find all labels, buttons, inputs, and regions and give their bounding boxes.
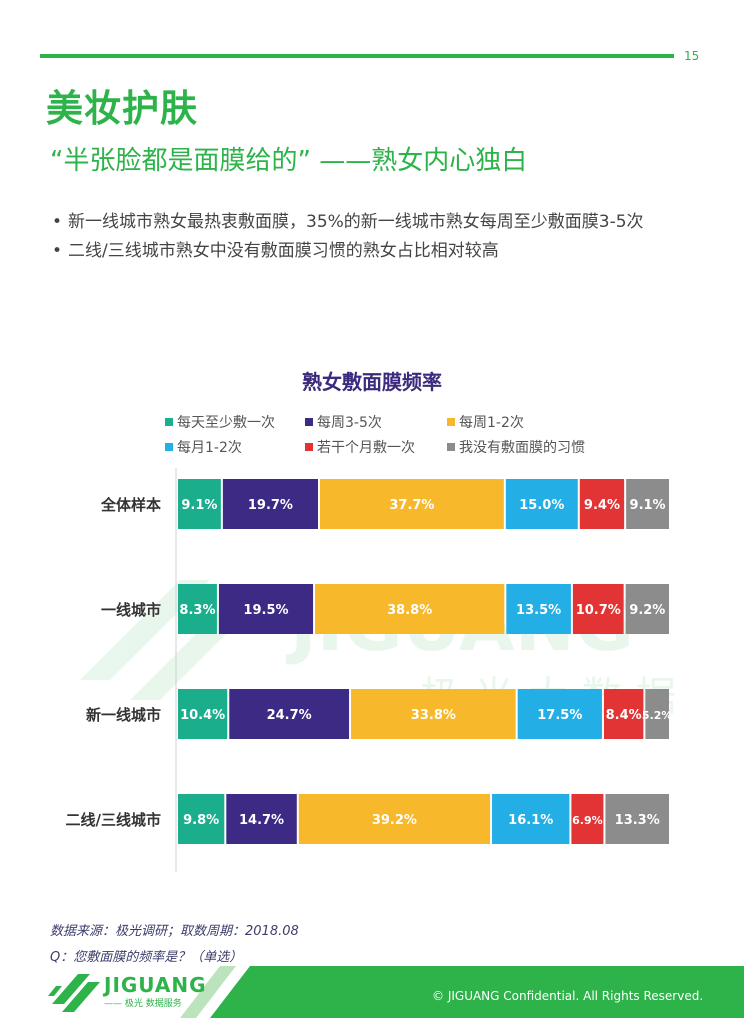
legend-label: 每天至少敷一次 bbox=[177, 415, 275, 431]
data-label: 37.7% bbox=[389, 498, 434, 513]
data-label: 9.4% bbox=[584, 498, 620, 513]
category-tick-label: 全体样本 bbox=[100, 496, 161, 514]
bullet-item: • 新一线城市熟女最热衷敷面膜，35%的新一线城市熟女每周至少敷面膜3-5次 bbox=[52, 212, 702, 233]
section-title: 美妆护肤 bbox=[46, 87, 198, 130]
data-label: 13.3% bbox=[615, 813, 660, 828]
legend-item: 我没有敷面膜的习惯 bbox=[447, 437, 585, 457]
data-label: 9.1% bbox=[181, 498, 217, 513]
bullet-text: 二线/三线城市熟女中没有敷面膜习惯的熟女占比相对较高 bbox=[68, 241, 499, 261]
data-label: 33.8% bbox=[411, 708, 456, 723]
data-label: 19.5% bbox=[243, 603, 288, 618]
bullet-list: • 新一线城市熟女最热衷敷面膜，35%的新一线城市熟女每周至少敷面膜3-5次 • 二… bbox=[52, 212, 702, 270]
data-label: 9.2% bbox=[629, 603, 665, 618]
data-label: 15.0% bbox=[519, 498, 564, 513]
legend-item: 每天至少敷一次 bbox=[165, 412, 275, 432]
subtitle: “半张脸都是面膜给的” ——熟女内心独白 bbox=[50, 146, 528, 176]
data-label: 24.7% bbox=[267, 708, 312, 723]
data-label: 8.4% bbox=[606, 708, 642, 723]
bar-segment bbox=[178, 584, 217, 634]
data-label: 10.4% bbox=[180, 708, 225, 723]
bar-segment bbox=[222, 479, 318, 529]
chart-title: 熟女敷面膜频率 bbox=[302, 370, 442, 394]
stacked-bar-chart: 全体样本 9.1% 19.7% 37.7% 15.0% 9.4% 9.1% 一线城市 8.3% 1… bbox=[65, 468, 673, 872]
bar-segment bbox=[506, 584, 571, 634]
legend-swatch bbox=[305, 418, 313, 426]
category-tick-label: 新一线城市 bbox=[86, 706, 161, 724]
legend-item: 每月1-2次 bbox=[165, 437, 242, 457]
bullet-item: • 二线/三线城市熟女中没有敷面膜习惯的熟女占比相对较高 bbox=[52, 241, 702, 262]
bar-segment bbox=[572, 584, 624, 634]
legend-item: 每周1-2次 bbox=[447, 412, 524, 432]
bar-segment bbox=[517, 689, 602, 739]
data-label: 16.1% bbox=[508, 813, 553, 828]
bullet-dot-icon: • bbox=[52, 212, 63, 232]
bar-segment bbox=[319, 479, 504, 529]
bullet-dot-icon: • bbox=[52, 241, 63, 261]
data-label: 19.7% bbox=[248, 498, 293, 513]
legend-swatch bbox=[305, 443, 313, 451]
legend-swatch bbox=[447, 418, 455, 426]
bar-segment bbox=[626, 479, 669, 529]
bar-segment bbox=[505, 479, 578, 529]
legend-label: 每周3-5次 bbox=[317, 415, 382, 431]
bar-segment bbox=[351, 689, 516, 739]
bar-segment bbox=[178, 479, 221, 529]
legend-swatch bbox=[165, 443, 173, 451]
copyright-text: © JIGUANG Confidential. All Rights Reser… bbox=[432, 989, 704, 1003]
jiguang-logo-icon bbox=[48, 974, 100, 1012]
bar-segment bbox=[218, 584, 314, 634]
bar-segment bbox=[571, 794, 604, 844]
data-label: 8.3% bbox=[179, 603, 215, 618]
bar-segment bbox=[645, 689, 669, 739]
bar-segment bbox=[579, 479, 625, 529]
data-label: 17.5% bbox=[537, 708, 582, 723]
bar-segment bbox=[229, 689, 350, 739]
legend-item: 每周3-5次 bbox=[305, 412, 382, 432]
data-label: 13.5% bbox=[516, 603, 561, 618]
data-label: 38.8% bbox=[387, 603, 432, 618]
data-label: 10.7% bbox=[576, 603, 621, 618]
bar-segment bbox=[298, 794, 491, 844]
page-number: 15 bbox=[684, 49, 700, 63]
survey-question: Q：您敷面膜的频率是？（单选） bbox=[50, 950, 243, 965]
data-label: 39.2% bbox=[372, 813, 417, 828]
data-label: 9.8% bbox=[183, 813, 219, 828]
bar-segment bbox=[178, 794, 225, 844]
bar-segment bbox=[605, 794, 669, 844]
legend-label: 我没有敷面膜的习惯 bbox=[459, 440, 585, 456]
data-label: 6.9% bbox=[572, 814, 603, 827]
bar-segment bbox=[178, 689, 228, 739]
watermark-logo-icon bbox=[80, 580, 210, 680]
legend-label: 每周1-2次 bbox=[459, 415, 524, 431]
bar-segment bbox=[315, 584, 505, 634]
category-tick-label: 二线/三线城市 bbox=[66, 811, 161, 829]
data-label: 9.1% bbox=[630, 498, 666, 513]
bar-segment bbox=[492, 794, 570, 844]
legend-swatch bbox=[165, 418, 173, 426]
legend-swatch bbox=[447, 443, 455, 451]
data-label: 5.2% bbox=[642, 709, 673, 722]
logo-name: JIGUANG bbox=[104, 973, 207, 997]
data-source-note: 数据来源：极光调研；取数周期：2018.08 bbox=[50, 924, 299, 939]
legend-label: 每月1-2次 bbox=[177, 440, 242, 456]
category-tick-label: 一线城市 bbox=[101, 601, 161, 619]
bar-segment bbox=[603, 689, 644, 739]
logo-tagline: —— 极光 数据服务 bbox=[104, 999, 182, 1009]
data-label: 14.7% bbox=[239, 813, 284, 828]
legend-label: 若干个月敷一次 bbox=[317, 440, 415, 456]
top-rule bbox=[40, 54, 674, 58]
legend-item: 若干个月敷一次 bbox=[305, 437, 415, 457]
bullet-text: 新一线城市熟女最热衷敷面膜，35%的新一线城市熟女每周至少敷面膜3-5次 bbox=[68, 212, 644, 232]
bar-segment bbox=[625, 584, 669, 634]
bar-segment bbox=[226, 794, 297, 844]
